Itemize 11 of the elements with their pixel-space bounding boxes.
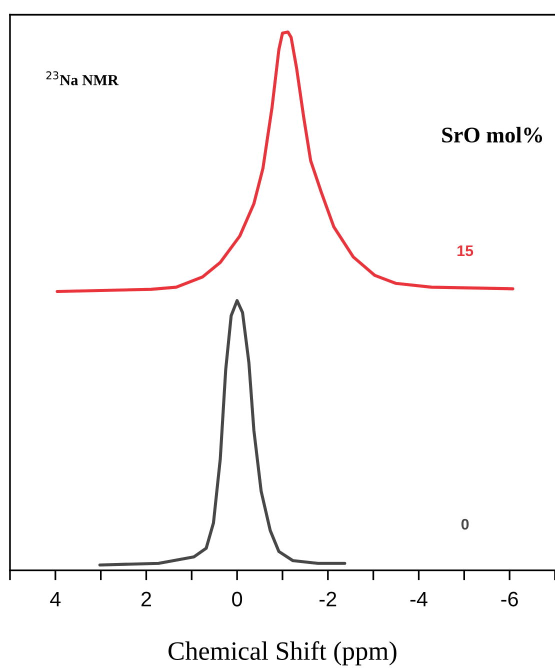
x-tick-label: 0 <box>232 592 242 606</box>
x-tick-label: -2 <box>320 592 336 606</box>
x-tick-label: 4 <box>50 592 61 606</box>
annotation: $^{23}$Na NMR <box>46 71 119 86</box>
x-tick-label: -6 <box>501 592 518 606</box>
x-tick-label: 2 <box>142 592 151 606</box>
x-tick-label: -4 <box>410 592 428 606</box>
text: 15 <box>458 245 474 256</box>
x-axis-title: Chemical Shift (ppm) <box>168 641 396 666</box>
text: 0 <box>461 518 469 530</box>
annotation: SrO mol% <box>442 126 542 143</box>
